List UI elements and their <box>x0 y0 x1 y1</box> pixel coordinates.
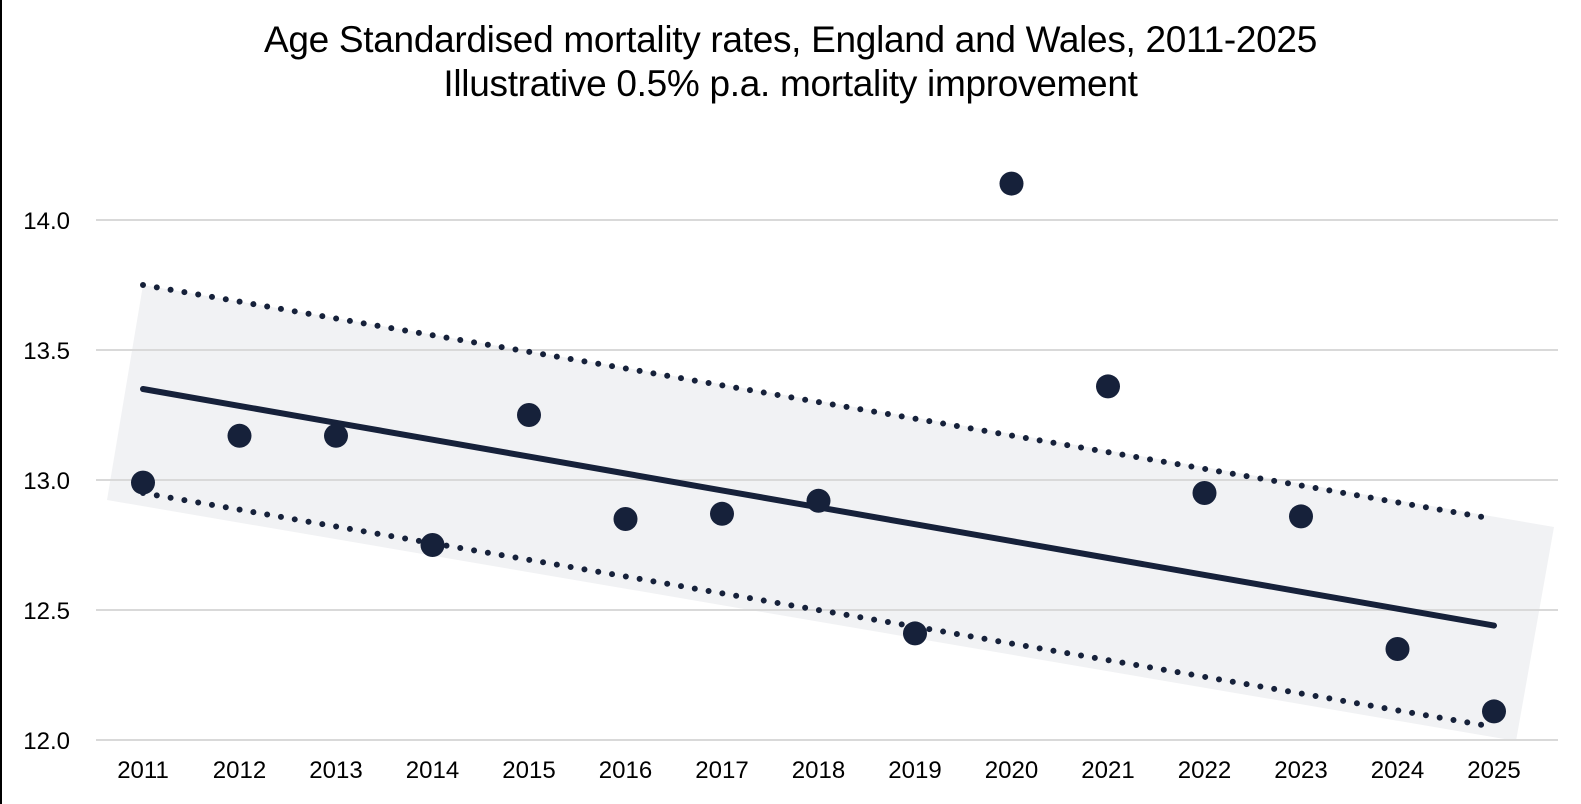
x-tick-label: 2015 <box>502 757 555 784</box>
bound-line-lower <box>140 490 1497 730</box>
y-tick-label: 12.0 <box>23 728 70 755</box>
data-point-2025 <box>1482 699 1506 724</box>
gridlines <box>96 219 1558 741</box>
y-tick-label: 14.0 <box>23 208 70 235</box>
x-tick-label: 2018 <box>792 757 845 784</box>
y-axis-ticks: 12.0 12.5 13.0 13.5 14.0 <box>23 208 70 755</box>
data-point-2017 <box>710 501 734 526</box>
data-point-2011 <box>131 470 155 495</box>
data-point-2015 <box>517 403 541 427</box>
chart-frame-border <box>0 0 2 804</box>
x-tick-label: 2021 <box>1081 757 1134 784</box>
x-tick-label: 2013 <box>309 757 362 784</box>
data-point-2021 <box>1096 374 1120 399</box>
x-tick-label: 2020 <box>985 757 1038 784</box>
data-point-2022 <box>1192 481 1217 505</box>
shaded-band-layer <box>107 285 1554 741</box>
x-tick-label: 2023 <box>1274 757 1327 784</box>
data-point-2019 <box>903 621 927 646</box>
bound-line-upper <box>140 282 1497 522</box>
data-point-2020 <box>999 171 1024 196</box>
x-tick-label: 2025 <box>1467 757 1520 784</box>
data-point-2013 <box>324 423 348 448</box>
y-tick-label: 13.5 <box>23 338 70 365</box>
x-axis-ticks: 2011 2012 2013 2014 2015 2016 2017 2018 2019 2020… <box>117 757 1521 784</box>
chart-title-block: Age Standardised mortality rates, Englan… <box>0 18 1581 106</box>
x-tick-label: 2012 <box>213 757 266 784</box>
chart-subtitle: Illustrative 0.5% p.a. mortality improve… <box>443 63 1138 104</box>
x-tick-label: 2011 <box>117 757 169 784</box>
x-tick-label: 2022 <box>1178 757 1231 784</box>
data-point-2023 <box>1289 504 1313 529</box>
shaded-band <box>107 285 1554 741</box>
x-tick-label: 2019 <box>888 757 941 784</box>
data-point-2018 <box>806 488 831 513</box>
x-tick-label: 2014 <box>406 757 459 784</box>
data-point-2024 <box>1385 637 1410 661</box>
x-tick-label: 2017 <box>695 757 748 784</box>
data-point-2012 <box>227 423 252 448</box>
y-tick-label: 12.5 <box>23 598 70 625</box>
x-tick-label: 2016 <box>599 757 652 784</box>
data-points <box>131 171 1506 724</box>
data-point-2014 <box>420 533 445 557</box>
chart-title: Age Standardised mortality rates, Englan… <box>264 19 1317 60</box>
x-tick-label: 2024 <box>1371 757 1424 784</box>
data-point-2016 <box>613 507 638 531</box>
y-tick-label: 13.0 <box>23 468 70 495</box>
